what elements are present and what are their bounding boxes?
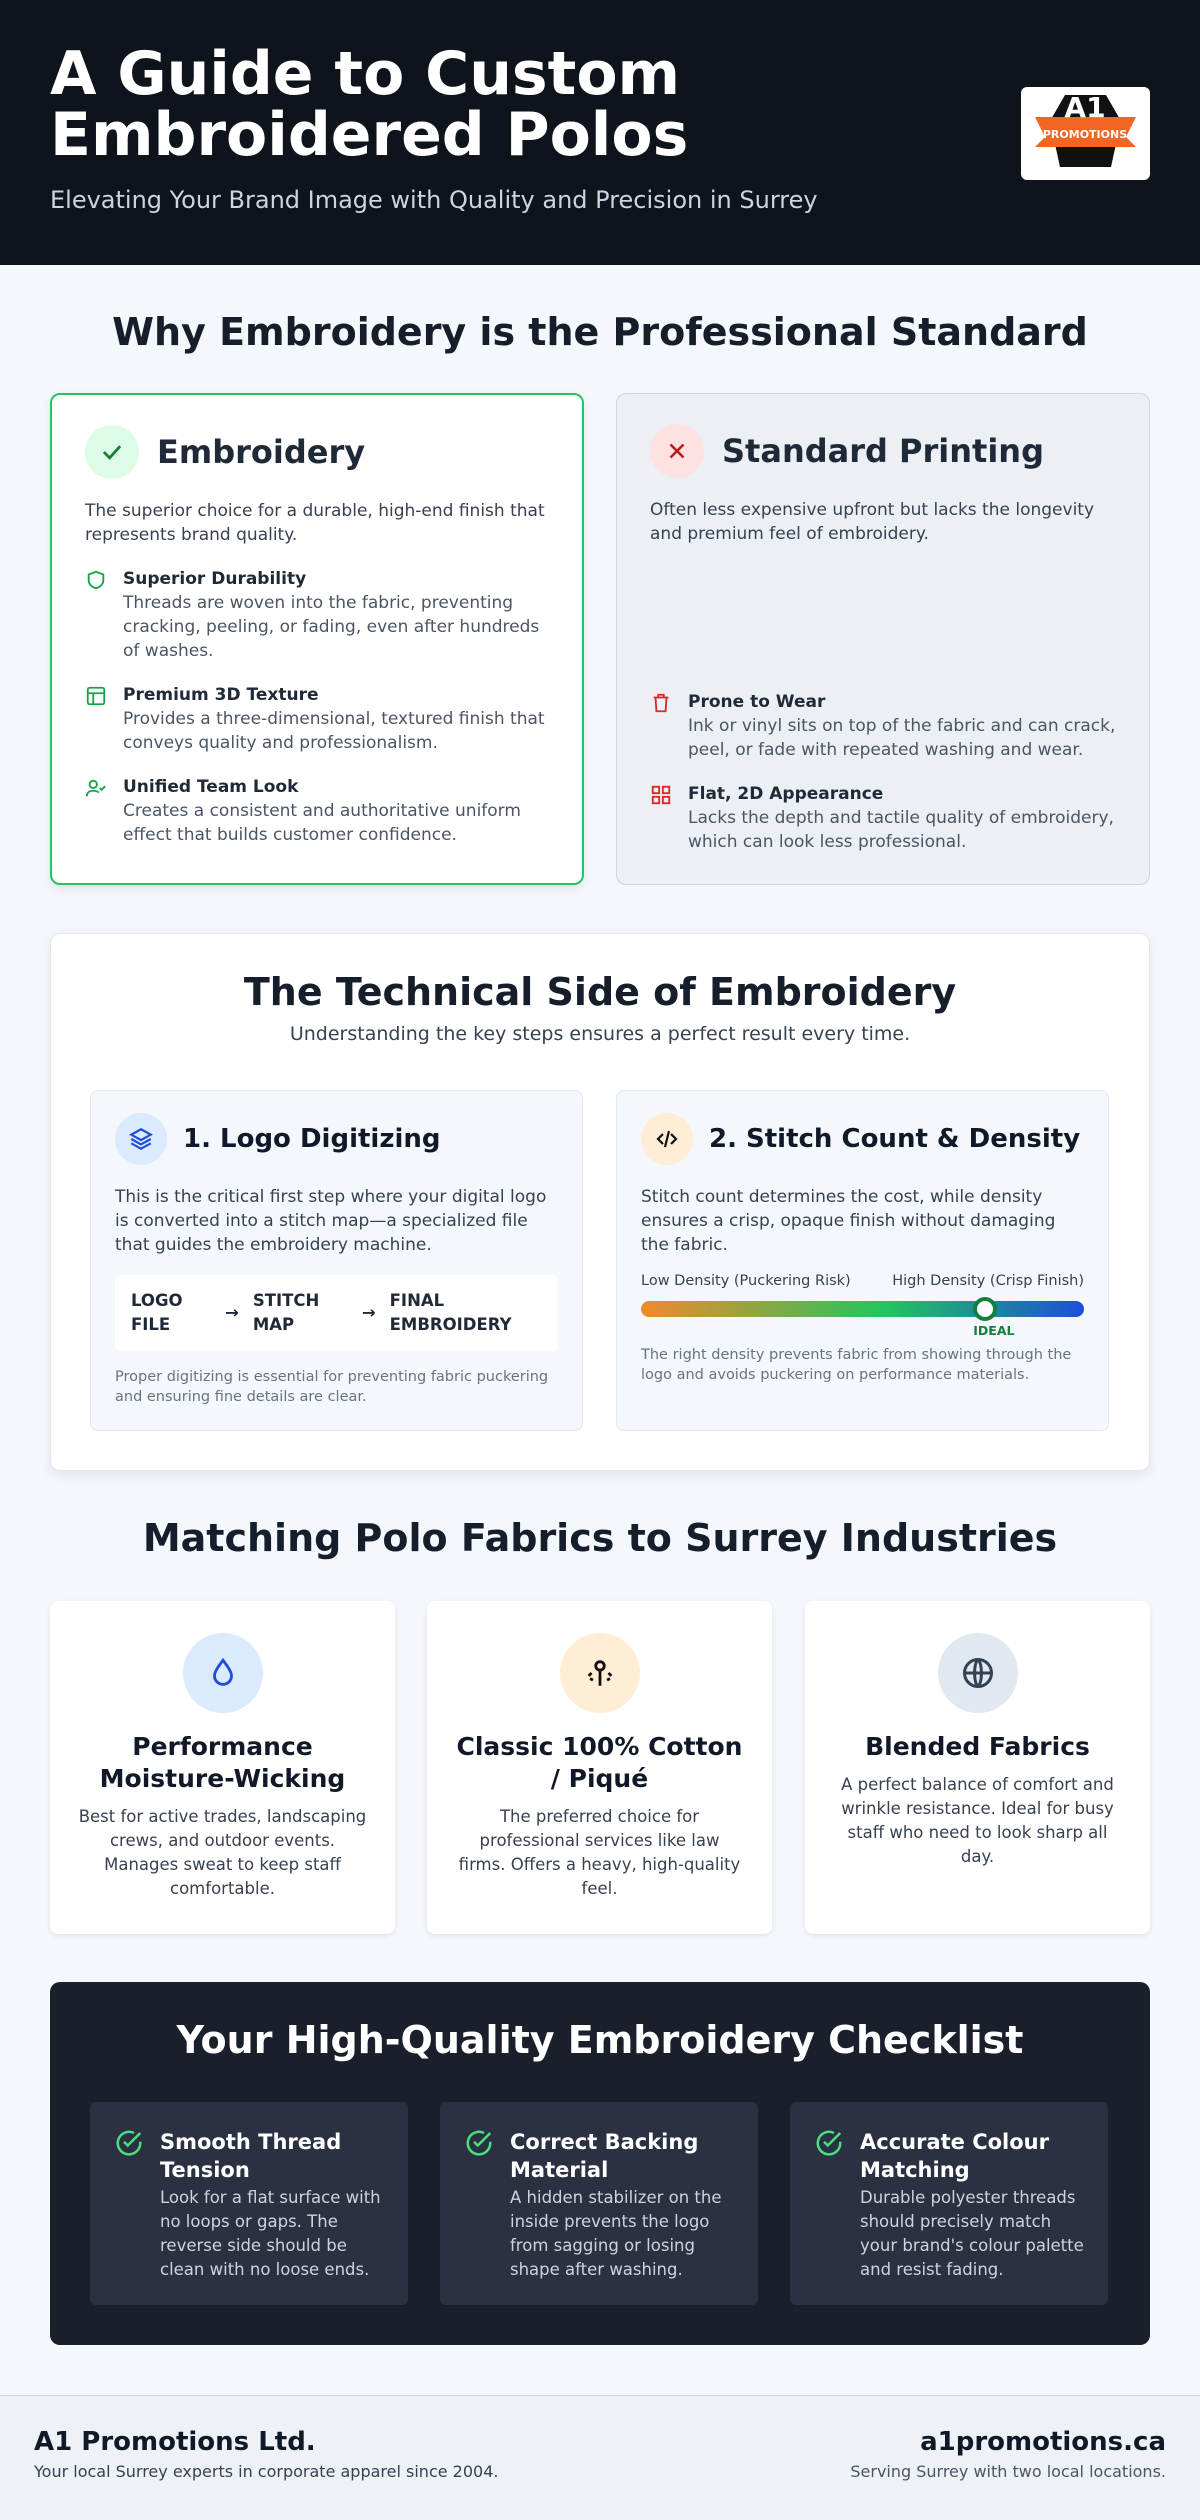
point-text: Ink or vinyl sits on top of the fabric a… — [688, 716, 1116, 760]
check-icon — [102, 445, 122, 460]
item-text: Durable polyester threads should precise… — [860, 2188, 1084, 2279]
footer — [0, 2395, 1200, 2520]
fabric-text: Best for active trades, landscaping crew… — [78, 1807, 367, 1898]
checklist-item: Smooth Thread Tension Look for a flat sur… — [90, 2102, 408, 2305]
point-text: Creates a consistent and authoritative u… — [123, 801, 521, 845]
digitizing-card: 1. Logo Digitizing This is the critical … — [90, 1090, 583, 1431]
card-title: 1. Logo Digitizing — [183, 1124, 441, 1154]
step: STITCH MAP — [252, 1291, 320, 1334]
item-title: Smooth Thread Tension — [160, 2130, 342, 2182]
fabric-title: Performance Moisture-Wicking — [99, 1732, 346, 1793]
point-text: Provides a three-dimensional, textured f… — [123, 709, 545, 753]
fabric-title: Classic 100% Cotton / Piqué — [456, 1732, 743, 1793]
card-text: This is the critical first step where yo… — [115, 1187, 547, 1255]
item-title: Correct Backing Material — [510, 2130, 699, 2182]
section-title: Matching Polo Fabrics to Surrey Industri… — [142, 1516, 1058, 1560]
footer-company: A1 Promotions Ltd. — [34, 2427, 316, 2457]
section-subtitle: Understanding the key steps ensures a pe… — [289, 1023, 911, 1045]
point: Superior Durability Threads are woven int… — [85, 567, 549, 663]
point-title: Superior Durability — [123, 569, 307, 589]
fabric-text: A perfect balance of comfort and wrinkle… — [841, 1775, 1114, 1866]
high-label: High Density (Crisp Finish) — [892, 1273, 1084, 1289]
card-note: Proper digitizing is essential for preve… — [115, 1369, 549, 1405]
footer-note: Serving Surrey with two local locations. — [850, 2462, 1166, 2481]
logo-graphic: A1 PROMOTIONS — [1035, 91, 1136, 167]
point-title: Unified Team Look — [123, 777, 299, 797]
arrow: → — [225, 1303, 239, 1322]
page-title: A Guide to Custom Embroidered Polos — [50, 39, 689, 170]
header — [0, 0, 1200, 265]
point-text: Lacks the depth and tactile quality of e… — [688, 808, 1114, 852]
item-text: Look for a flat surface with no loops or… — [160, 2188, 381, 2279]
card-text: Stitch count determines the cost, while … — [641, 1187, 1056, 1255]
printing-card: Standard Printing Often less expensive u… — [616, 393, 1150, 885]
card-note: The right density prevents fabric from s… — [641, 1347, 1072, 1383]
footer-website[interactable]: a1promotions.ca — [920, 2427, 1166, 2457]
arrow: → — [361, 1303, 376, 1322]
page-subtitle: Elevating Your Brand Image with Quality … — [50, 186, 818, 214]
step: FINAL EMBROIDERY — [389, 1291, 512, 1334]
section-title: The Technical Side of Embroidery — [243, 970, 957, 1014]
section-title: Why Embroidery is the Professional Stand… — [112, 310, 1088, 354]
low-label: Low Density (Puckering Risk) — [641, 1273, 851, 1289]
ideal-wrap: IDEAL — [641, 1323, 1084, 1341]
logo-text: PROMOTIONS — [1043, 128, 1127, 141]
card-title: Standard Printing — [722, 432, 1044, 470]
point: Premium 3D Texture Provides a three-dimen… — [85, 683, 549, 755]
point: Flat, 2D Appearance Lacks the depth and t… — [650, 782, 1116, 854]
point: Prone to Wear Ink or vinyl sits on top of… — [650, 690, 1116, 762]
density-card: 2. Stitch Count & Density Stitch count d… — [616, 1090, 1109, 1431]
item-text: A hidden stabilizer on the inside preven… — [510, 2188, 722, 2279]
ideal-label: IDEAL — [973, 1323, 1015, 1338]
logo: A1 PROMOTIONS — [1021, 87, 1150, 180]
process-steps: LOGO FILE → STITCH MAP → FINAL EMBROIDERY — [115, 1275, 558, 1351]
fabric-title: Blended Fabrics — [865, 1732, 1090, 1761]
point-title: Prone to Wear — [688, 692, 826, 712]
step: LOGO FILE — [131, 1291, 183, 1334]
point-title: Flat, 2D Appearance — [688, 784, 884, 804]
checklist-item: Correct Backing Material A hidden stabili… — [440, 2102, 758, 2305]
point: Unified Team Look Creates a consistent an… — [85, 775, 549, 847]
card-intro: The superior choice for a durable, high-… — [85, 501, 545, 545]
fabric-text: The preferred choice for professional se… — [458, 1807, 741, 1898]
checklist-item: Accurate Colour Matching Durable polyeste… — [790, 2102, 1108, 2305]
x-icon — [669, 443, 685, 459]
density-marker — [973, 1297, 998, 1321]
fabric-card: Classic 100% Cotton / Piqué The preferre… — [427, 1601, 772, 1934]
fabric-card: Performance Moisture-Wicking Best for ac… — [50, 1601, 395, 1934]
embroidery-card: Embroidery The superior choice for a dur… — [50, 393, 584, 885]
section-title: Your High-Quality Embroidery Checklist — [176, 2018, 1024, 2062]
density-bar — [641, 1297, 1084, 1321]
fabric-card: Blended Fabrics A perfect balance of com… — [805, 1601, 1150, 1934]
footer-tagline: Your local Surrey experts in corporate a… — [34, 2462, 499, 2481]
logo-brand: A1 — [1064, 91, 1105, 124]
card-title: 2. Stitch Count & Density — [709, 1124, 1081, 1154]
density-scale-labels: Low Density (Puckering Risk) High Density… — [641, 1273, 1084, 1289]
card-title: Embroidery — [157, 433, 366, 471]
item-title: Accurate Colour Matching — [860, 2130, 1049, 2182]
card-intro: Often less expensive upfront but lacks t… — [650, 500, 1095, 544]
point-title: Premium 3D Texture — [123, 685, 319, 705]
point-text: Threads are woven into the fabric, preve… — [123, 593, 540, 661]
